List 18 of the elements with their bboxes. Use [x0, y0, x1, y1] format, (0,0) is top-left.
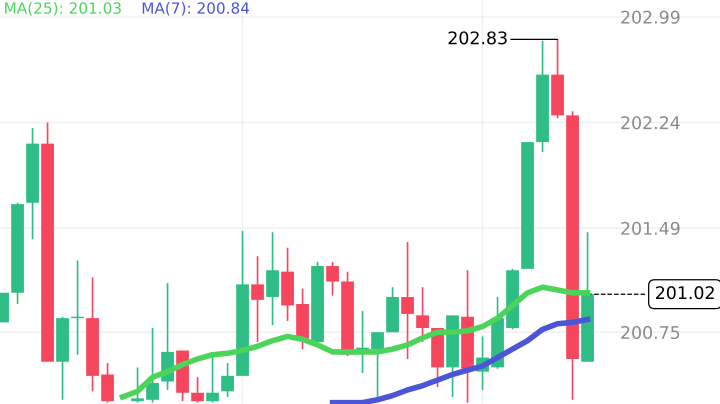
y-tick-label: 202.24: [621, 116, 680, 130]
text: MA(25): 201.03: [5, 2, 121, 16]
ref-line-label: 201.02: [656, 286, 714, 300]
y-tick-label: 200.75: [621, 326, 680, 340]
candlestick: [71, 260, 84, 356]
candlestick: [326, 260, 339, 296]
candlestick: [131, 366, 144, 404]
text: MA(7): 200.84: [142, 2, 250, 16]
y-tick-label: 201.49: [621, 222, 680, 235]
candlestick: [416, 286, 429, 343]
y-tick-label: 202.99: [621, 10, 680, 24]
annotation: 202.83: [448, 31, 507, 44]
candlestick: [191, 376, 204, 404]
candlestick: [401, 241, 414, 360]
candlestick: [206, 356, 219, 404]
candlestick: [251, 255, 264, 343]
candlestick: [146, 327, 159, 404]
candlestick: [221, 362, 234, 398]
